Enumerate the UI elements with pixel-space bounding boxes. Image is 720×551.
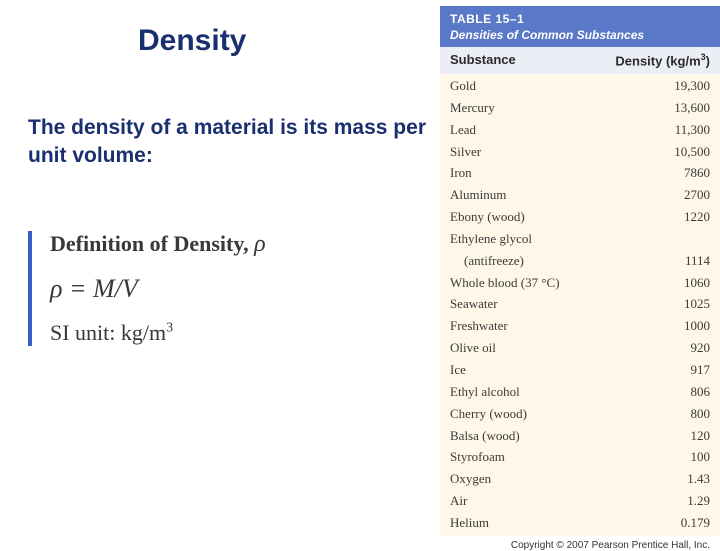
- rho-symbol: ρ: [254, 231, 266, 257]
- substance-name: Iron: [450, 164, 615, 183]
- si-exponent: 3: [166, 320, 173, 335]
- substance-name: Silver: [450, 143, 615, 162]
- table-row: Aluminum2700: [440, 185, 720, 207]
- table-row: Ethyl alcohol806: [440, 381, 720, 403]
- table-header-density: Density (kg/m3): [615, 52, 710, 68]
- si-label: SI unit: kg/m: [50, 320, 166, 345]
- table-row: Olive oil920: [440, 338, 720, 360]
- substance-name: Whole blood (37 °C): [450, 274, 615, 293]
- table-row: Mercury13,600: [440, 97, 720, 119]
- substance-name: Gold: [450, 77, 615, 96]
- table-caption: TABLE 15–1 Densities of Common Substance…: [440, 6, 720, 47]
- table-row: Iron7860: [440, 163, 720, 185]
- definition-si-unit: SI unit: kg/m3: [50, 320, 430, 346]
- density-value: 806: [615, 383, 710, 402]
- density-value: 19,300: [615, 77, 710, 96]
- table-row: Air1.29: [440, 491, 720, 513]
- density-value: 917: [615, 361, 710, 380]
- table-row: Ebony (wood)1220: [440, 207, 720, 229]
- density-value: 7860: [615, 164, 710, 183]
- density-value: 1.43: [615, 470, 710, 489]
- substance-name: Ethylene glycol: [450, 230, 615, 249]
- density-value: 920: [615, 339, 710, 358]
- table-subtitle: Densities of Common Substances: [450, 28, 710, 44]
- substance-name: Olive oil: [450, 339, 615, 358]
- substance-name: Ebony (wood): [450, 208, 615, 227]
- density-value: 2700: [615, 186, 710, 205]
- table-header: Substance Density (kg/m3): [440, 47, 720, 73]
- table-body: Gold19,300Mercury13,600Lead11,300Silver1…: [440, 74, 720, 537]
- density-value: 800: [615, 405, 710, 424]
- density-value: 13,600: [615, 99, 710, 118]
- substance-name: Aluminum: [450, 186, 615, 205]
- substance-name: Ice: [450, 361, 615, 380]
- left-column: Density The density of a material is its…: [0, 0, 440, 540]
- table-row: Whole blood (37 °C)1060: [440, 272, 720, 294]
- density-value: 1025: [615, 295, 710, 314]
- substance-name: Ethyl alcohol: [450, 383, 615, 402]
- table-row: Gold19,300: [440, 76, 720, 98]
- table-row: Styrofoam100: [440, 447, 720, 469]
- substance-name: Seawater: [450, 295, 615, 314]
- slide: Density The density of a material is its…: [0, 0, 720, 540]
- density-value: 100: [615, 448, 710, 467]
- table-number: TABLE 15–1: [450, 12, 710, 28]
- definition-box: Definition of Density, ρ ρ = M/V SI unit…: [28, 231, 430, 346]
- density-value: 10,500: [615, 143, 710, 162]
- density-value: [615, 230, 710, 249]
- substance-name: Helium: [450, 514, 615, 533]
- density-value: 1000: [615, 317, 710, 336]
- table-row: Ice917: [440, 359, 720, 381]
- density-value: 1220: [615, 208, 710, 227]
- density-value: 1114: [615, 252, 710, 271]
- table-row: Ethylene glycol: [440, 228, 720, 250]
- intro-text: The density of a material is its mass pe…: [28, 114, 428, 171]
- definition-heading-prefix: Definition of Density,: [50, 231, 254, 256]
- table-row: Lead11,300: [440, 119, 720, 141]
- density-value: 0.179: [615, 514, 710, 533]
- table-row: Cherry (wood)800: [440, 403, 720, 425]
- density-value: 11,300: [615, 121, 710, 140]
- substance-name: Styrofoam: [450, 448, 615, 467]
- density-value: 1060: [615, 274, 710, 293]
- substance-name: (antifreeze): [450, 252, 615, 271]
- substance-name: Balsa (wood): [450, 427, 615, 446]
- substance-name: Cherry (wood): [450, 405, 615, 424]
- table-header-substance: Substance: [450, 52, 615, 68]
- copyright-text: Copyright © 2007 Pearson Prentice Hall, …: [440, 536, 720, 551]
- page-title: Density: [138, 24, 430, 58]
- table-row: (antifreeze)1114: [440, 250, 720, 272]
- right-column: TABLE 15–1 Densities of Common Substance…: [440, 0, 720, 540]
- substance-name: Freshwater: [450, 317, 615, 336]
- density-value: 1.29: [615, 492, 710, 511]
- substance-name: Mercury: [450, 99, 615, 118]
- table-row: Oxygen1.43: [440, 469, 720, 491]
- definition-equation: ρ = M/V: [50, 274, 430, 304]
- substance-name: Oxygen: [450, 470, 615, 489]
- substance-name: Lead: [450, 121, 615, 140]
- definition-heading: Definition of Density, ρ: [50, 231, 430, 258]
- table-row: Freshwater1000: [440, 316, 720, 338]
- table-row: Silver10,500: [440, 141, 720, 163]
- table-row: Seawater1025: [440, 294, 720, 316]
- table-row: Helium0.179: [440, 512, 720, 534]
- density-value: 120: [615, 427, 710, 446]
- table-row: Balsa (wood)120: [440, 425, 720, 447]
- substance-name: Air: [450, 492, 615, 511]
